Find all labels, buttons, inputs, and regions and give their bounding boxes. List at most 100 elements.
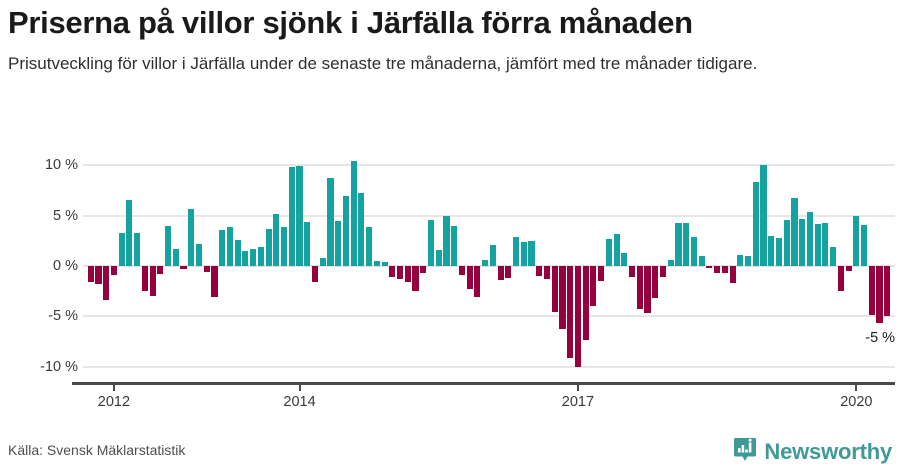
bar (265, 228, 272, 266)
bar (868, 266, 875, 316)
bar (598, 266, 605, 282)
chart-footer: Källa: Svensk Mäklarstatistik Newsworthy (0, 424, 900, 474)
bar-series (83, 150, 895, 382)
bar (860, 224, 868, 266)
page-title: Priserna på villor sjönk i Järfälla förr… (8, 5, 693, 40)
bar (512, 236, 520, 266)
bar (536, 266, 543, 277)
bar (219, 229, 226, 266)
bar (621, 252, 628, 266)
logo-wordmark: Newsworthy (764, 438, 892, 464)
bar (799, 218, 806, 266)
bar (729, 266, 736, 284)
bar (134, 232, 141, 266)
bar (605, 238, 612, 266)
bar (613, 233, 620, 266)
bar (296, 166, 303, 266)
source-note: Källa: Svensk Mäklarstatistik (8, 442, 186, 458)
bar (582, 266, 589, 340)
bar (667, 259, 674, 266)
bar (652, 266, 659, 299)
bar (551, 266, 558, 313)
bar (103, 266, 110, 301)
bar (752, 182, 759, 266)
bar (373, 260, 380, 266)
bar (520, 241, 527, 266)
bar (304, 221, 311, 266)
x-tick-label-2012: 2012 (97, 394, 131, 410)
bar (806, 211, 813, 266)
bar (822, 222, 829, 266)
bar (404, 266, 411, 283)
newsworthy-logo: Newsworthy (733, 437, 892, 466)
bar (698, 255, 705, 266)
x-tick-mark-2012 (112, 385, 115, 391)
y-tick-label--10: -10 % (40, 358, 78, 375)
chart-plot-area: 10 %5 %0 %-5 %-10 % 20122014201720202022… (0, 150, 900, 420)
bar (853, 215, 860, 266)
bar (814, 223, 821, 266)
bar (280, 226, 288, 266)
bar (366, 226, 373, 266)
bar (141, 266, 148, 292)
bar (574, 266, 581, 367)
bar (389, 266, 396, 278)
bar (157, 266, 164, 275)
bar (126, 200, 133, 266)
bar (435, 249, 442, 266)
bar (830, 246, 837, 266)
bar (319, 257, 326, 266)
bar (180, 266, 187, 270)
bar (118, 232, 125, 266)
bar (884, 266, 891, 317)
x-tick-label-2020: 2020 (840, 394, 873, 410)
bar (149, 266, 156, 297)
bar (412, 266, 419, 292)
bar (443, 215, 450, 266)
bar (110, 266, 117, 276)
bar (203, 266, 210, 273)
bar (87, 266, 94, 283)
x-tick-mark-2020 (855, 385, 858, 391)
bar (628, 266, 636, 278)
gridline-10 (83, 164, 895, 167)
bar (876, 266, 883, 324)
bar (636, 266, 643, 310)
bar (466, 266, 473, 290)
bar (250, 248, 257, 266)
x-tick-mark-2017 (576, 385, 579, 391)
bar (744, 255, 752, 266)
bar (497, 266, 504, 281)
gridline--5 (83, 315, 895, 318)
bar (783, 219, 790, 266)
bar (95, 266, 102, 285)
bar (683, 222, 690, 266)
bar (528, 240, 535, 266)
bar (775, 237, 783, 266)
bar (188, 208, 195, 266)
y-tick-label-10: 10 % (44, 157, 78, 174)
bar (644, 266, 651, 314)
x-tick-label-2017: 2017 (561, 394, 595, 410)
bar (737, 254, 744, 266)
gridline-0 (83, 265, 895, 267)
bar (706, 266, 713, 269)
bar (768, 235, 775, 266)
x-axis: 20122014201720202022 (0, 385, 900, 417)
x-axis-line (72, 382, 895, 385)
bar (690, 236, 697, 266)
bar (327, 178, 334, 266)
bar (791, 198, 798, 266)
bar (427, 219, 435, 266)
bar (350, 161, 357, 266)
bar (474, 266, 481, 298)
bar (837, 266, 844, 292)
gridlines (83, 150, 895, 382)
bar (543, 266, 551, 280)
bar (358, 193, 365, 266)
bar (242, 250, 249, 266)
bar (420, 266, 427, 274)
bar (458, 266, 465, 276)
last-value-annotation: -5 % (865, 330, 896, 347)
